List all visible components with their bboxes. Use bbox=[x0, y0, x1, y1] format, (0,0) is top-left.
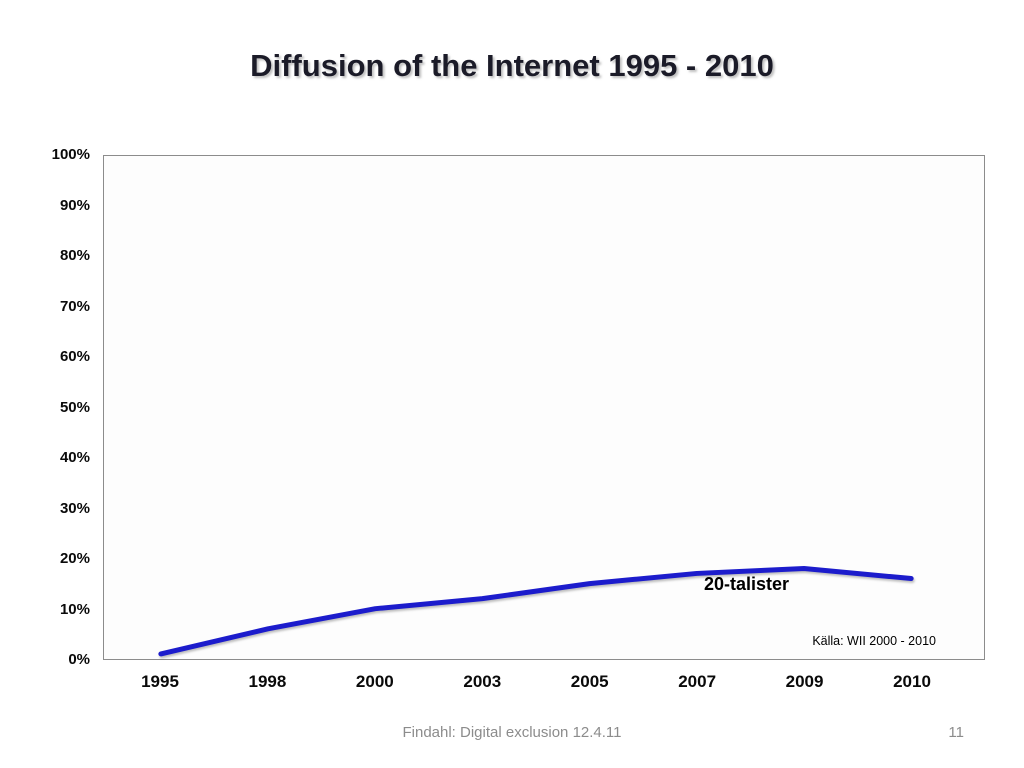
page-number: 11 bbox=[948, 724, 964, 741]
x-tick-label: 2005 bbox=[570, 672, 609, 691]
plot-area: 20-talister Källa: WII 2000 - 2010 bbox=[103, 155, 985, 660]
y-tick-label: 20% bbox=[59, 550, 90, 567]
x-tick-label: 2009 bbox=[785, 672, 824, 691]
x-tick-label: 2010 bbox=[893, 672, 931, 691]
x-tick-label: 2007 bbox=[678, 672, 717, 691]
x-tick-label: 1995 bbox=[141, 672, 179, 691]
source-note: Källa: WII 2000 - 2010 bbox=[812, 634, 936, 648]
y-tick-label: 30% bbox=[59, 499, 90, 517]
y-tick-label: 60% bbox=[59, 348, 90, 365]
y-tick-label: 50% bbox=[59, 398, 90, 416]
x-tick-label: 2000 bbox=[355, 672, 394, 691]
y-tick-label: 100% bbox=[51, 146, 90, 163]
y-tick-label: 40% bbox=[59, 449, 90, 466]
series-label: 20-talister bbox=[704, 574, 790, 594]
x-tick-label: 2003 bbox=[463, 672, 502, 691]
y-tick-label: 90% bbox=[59, 196, 90, 214]
y-tick-label: 10% bbox=[59, 600, 90, 618]
y-tick-label: 80% bbox=[59, 247, 90, 264]
y-tick-label: 70% bbox=[59, 297, 90, 315]
x-tick-label: 1998 bbox=[248, 672, 287, 691]
series-line bbox=[158, 565, 914, 657]
slide-title: Diffusion of the Internet 1995 - 2010 bbox=[250, 48, 774, 83]
y-tick-label: 0% bbox=[68, 651, 90, 668]
diffusion-line-chart bbox=[158, 565, 914, 657]
footer-text: Findahl: Digital exclusion 12.4.11 bbox=[402, 724, 622, 741]
